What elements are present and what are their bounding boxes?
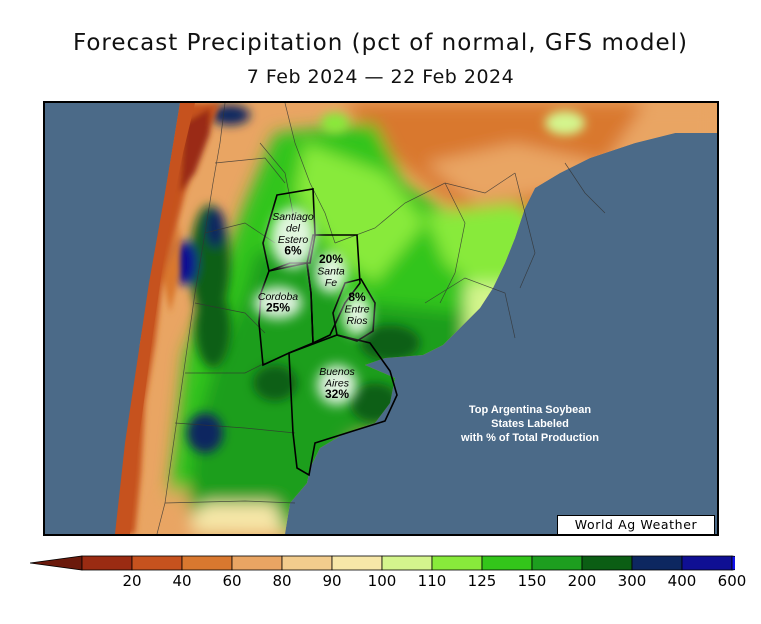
legend-swatch bbox=[481, 555, 533, 571]
outline-entre-rios bbox=[332, 278, 376, 342]
note-line: States Labeled bbox=[491, 418, 569, 430]
province-name: Rios bbox=[346, 315, 368, 327]
legend-tick-label: 600 bbox=[717, 572, 747, 590]
legend-tick-label: 20 bbox=[122, 572, 142, 590]
label-cordoba: Cordoba 25% bbox=[258, 291, 298, 315]
annotation-note: Top Argentina Soybean States Labeled wit… bbox=[430, 403, 630, 445]
label-santa-fe: 20% Santa Fe bbox=[317, 252, 345, 289]
legend-swatch bbox=[181, 555, 233, 571]
chart-title: Forecast Precipitation (pct of normal, G… bbox=[72, 30, 689, 56]
label-entre-rios: 8% Entre Rios bbox=[344, 290, 369, 327]
note-line: with % of Total Production bbox=[461, 432, 599, 444]
province-percent: 20% bbox=[319, 252, 343, 266]
legend-low-arrow bbox=[30, 555, 83, 571]
date-range: 7 Feb 2024 — 22 Feb 2024 bbox=[246, 66, 515, 88]
legend-swatch bbox=[81, 555, 133, 571]
legend-swatch bbox=[231, 555, 283, 571]
credit-box: World Ag Weather bbox=[557, 515, 715, 535]
label-santiago-del-estero: Santiago del Estero 6% bbox=[272, 211, 314, 258]
legend-swatch bbox=[381, 555, 433, 571]
legend-swatch bbox=[431, 555, 483, 571]
color-legend bbox=[30, 555, 735, 571]
province-percent: 32% bbox=[325, 387, 349, 401]
legend-swatch bbox=[581, 555, 633, 571]
legend-tick-label: 300 bbox=[617, 572, 647, 590]
outline-buenos-aires bbox=[288, 334, 398, 477]
province-name: Santa bbox=[317, 266, 345, 278]
legend-swatch bbox=[681, 555, 733, 571]
legend-tick-label: 60 bbox=[222, 572, 242, 590]
province-name: del bbox=[286, 223, 301, 235]
legend-swatch bbox=[631, 555, 683, 571]
legend-tick-label: 100 bbox=[367, 572, 397, 590]
legend-swatch bbox=[531, 555, 583, 571]
province-name: Fe bbox=[325, 277, 337, 289]
precipitation-map: Santiago del Estero 6% 20% Santa Fe Cordoba 25… bbox=[43, 101, 719, 536]
legend-tick-label: 125 bbox=[467, 572, 497, 590]
province-name: Aires bbox=[324, 378, 350, 390]
province-percent: 8% bbox=[348, 290, 366, 304]
province-percent: 6% bbox=[284, 244, 302, 258]
legend-tick-label: 200 bbox=[567, 572, 597, 590]
province-name: Entre bbox=[344, 304, 369, 316]
note-line: Top Argentina Soybean bbox=[468, 404, 592, 416]
province-name: Cordoba bbox=[258, 291, 298, 303]
legend-tick-label: 40 bbox=[172, 572, 192, 590]
legend-tick-label: 400 bbox=[667, 572, 697, 590]
legend-tick-label: 80 bbox=[272, 572, 292, 590]
legend-swatch bbox=[131, 555, 183, 571]
label-buenos-aires: Buenos Aires 32% bbox=[319, 366, 355, 401]
province-name: Estero bbox=[278, 234, 309, 246]
legend-tick-label: 150 bbox=[517, 572, 547, 590]
legend-swatch bbox=[331, 555, 383, 571]
legend-high-arrow bbox=[731, 555, 735, 571]
legend-swatch bbox=[281, 555, 333, 571]
province-percent: 25% bbox=[266, 301, 290, 315]
legend-tick-label: 90 bbox=[322, 572, 342, 590]
province-name: Santiago bbox=[272, 211, 314, 223]
province-name: Buenos bbox=[319, 366, 355, 378]
legend-tick-label: 110 bbox=[417, 572, 447, 590]
chile-coast bbox=[115, 103, 195, 534]
